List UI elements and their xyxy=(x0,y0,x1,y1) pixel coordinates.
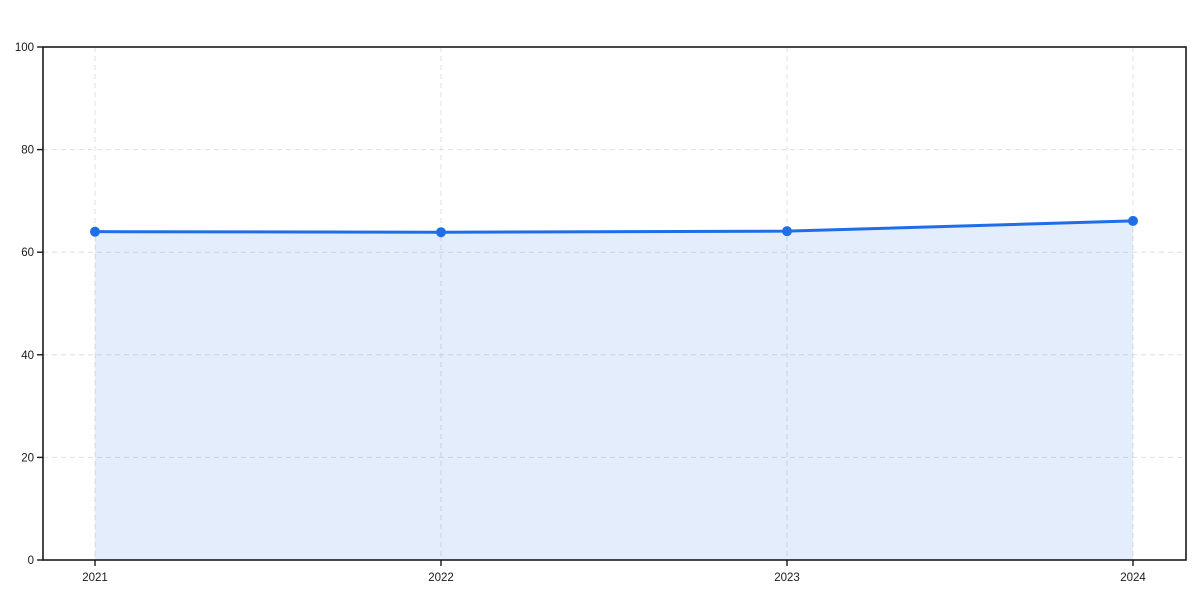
data-point-2022 xyxy=(436,227,446,238)
x-tick-label: 2021 xyxy=(82,572,108,584)
y-tick-label: 40 xyxy=(21,350,34,362)
x-tick-label: 2024 xyxy=(1120,572,1146,584)
y-tick-label: 100 xyxy=(15,42,34,54)
trend-line xyxy=(93,219,1135,234)
gridlines xyxy=(43,47,1186,560)
plot-frame xyxy=(42,46,1187,561)
x-tick-label: 2022 xyxy=(428,572,454,584)
y-tick-label: 20 xyxy=(21,452,34,464)
data-point-2021 xyxy=(90,226,100,237)
y-axis: 0 20 40 60 80 100 xyxy=(15,42,43,567)
area-fill xyxy=(95,220,1133,561)
data-point-2023 xyxy=(782,226,792,237)
x-tick-label: 2023 xyxy=(774,572,800,584)
data-points xyxy=(90,215,1138,238)
y-tick-label: 0 xyxy=(28,555,34,567)
y-tick-label: 80 xyxy=(21,145,34,157)
y-tick-label: 60 xyxy=(21,247,34,259)
x-axis: 2021 2022 2023 2024 xyxy=(82,560,1146,584)
data-point-2024 xyxy=(1128,215,1138,226)
